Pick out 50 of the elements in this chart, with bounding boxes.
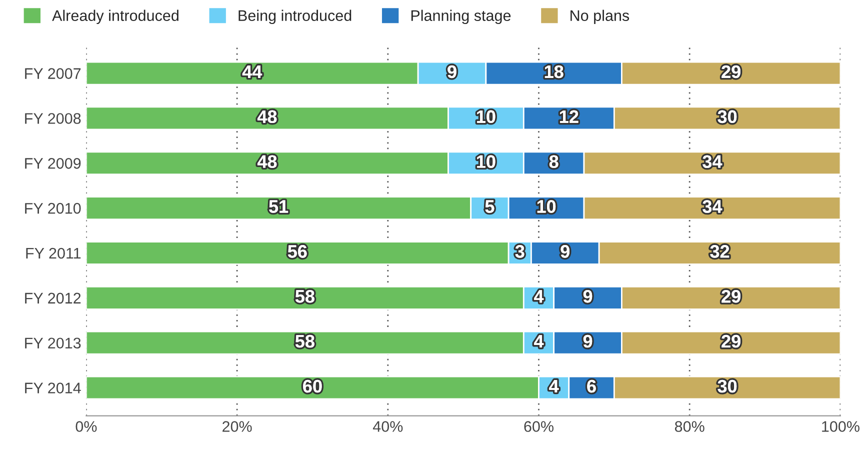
y-tick-label: FY 2007: [25, 68, 81, 79]
legend-label: No plans: [570, 10, 630, 24]
x-tick-label: 60%: [524, 421, 554, 432]
x-tick-label: 20%: [222, 421, 252, 432]
data-label: 30: [718, 110, 737, 124]
y-tick-label: FY 2008: [25, 113, 81, 124]
data-label: 5: [485, 200, 494, 213]
data-label: 18: [544, 65, 564, 78]
data-label: 4: [534, 290, 544, 303]
data-label: 58: [295, 334, 314, 348]
data-label: 51: [269, 200, 288, 213]
data-label: 9: [583, 290, 592, 303]
y-tick-label: FY 2013: [25, 338, 81, 349]
data-label: 4: [549, 380, 559, 392]
data-label: 32: [710, 245, 730, 258]
data-label: 12: [560, 110, 578, 123]
y-tick-label: FY 2014: [25, 382, 81, 394]
data-label: 3: [515, 245, 524, 258]
x-tick-label: 40%: [372, 421, 403, 432]
x-tick-label: 80%: [674, 421, 704, 432]
data-label: 4: [534, 335, 544, 348]
data-label: 58: [295, 290, 314, 303]
data-label: 9: [448, 65, 456, 78]
data-label: 10: [477, 155, 496, 168]
y-tick-label: FY 2011: [26, 248, 81, 259]
data-label: 29: [722, 334, 740, 348]
data-label: 48: [257, 155, 277, 168]
x-tick-label: 0%: [76, 421, 97, 432]
legend-label: Being introduced: [238, 10, 352, 24]
legend-label: Planning stage: [411, 10, 511, 24]
data-label: 60: [303, 380, 322, 393]
data-label: 44: [242, 66, 262, 78]
data-label: 34: [702, 200, 722, 213]
data-label: 34: [702, 155, 722, 168]
data-label: 8: [549, 155, 558, 168]
data-label: 9: [560, 245, 570, 258]
data-label: 30: [718, 380, 737, 393]
y-tick-label: FY 2010: [25, 202, 81, 214]
data-label: 9: [583, 334, 592, 348]
data-label: 6: [587, 380, 596, 393]
y-tick-label: FY 2012: [25, 292, 81, 304]
data-label: 10: [537, 200, 556, 213]
y-tick-label: FY 2009: [25, 158, 81, 169]
x-tick-label: 100%: [822, 421, 860, 432]
data-label: 29: [722, 290, 740, 303]
data-label: 56: [288, 245, 307, 258]
data-label: 29: [722, 65, 740, 78]
legend-label: Already introduced: [52, 10, 178, 24]
data-label: 10: [477, 110, 496, 124]
data-label: 48: [257, 110, 277, 124]
